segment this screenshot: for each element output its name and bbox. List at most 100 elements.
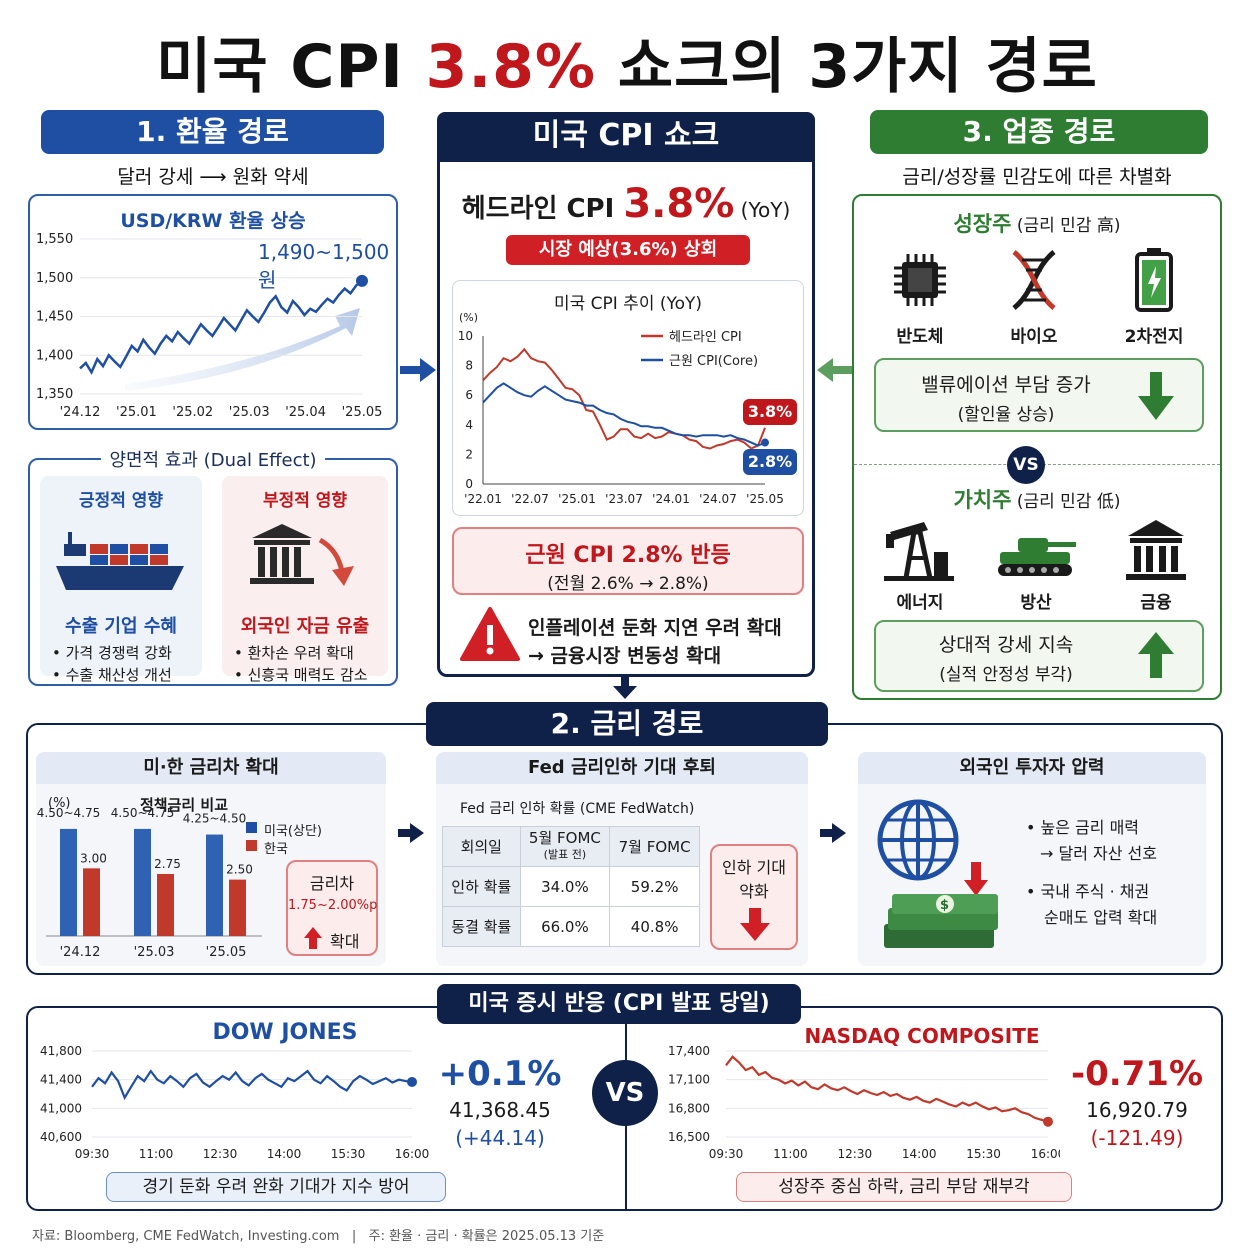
positive-bullet-2: • 수출 채산성 개선 [52, 666, 172, 684]
y-tick-label: 4 [465, 418, 473, 432]
market-vs-badge: VS [592, 1060, 658, 1126]
x-tick-label: 12:30 [203, 1147, 238, 1161]
dual-title-wrap: 양면적 효과 (Dual Effect) [30, 446, 396, 472]
negative-bullet-1: • 환차손 우려 확대 [234, 644, 354, 662]
y-tick-label: 1,450 [36, 310, 73, 325]
x-tick-label: '25.05 [206, 945, 247, 960]
table-header-cell: 회의일 [442, 826, 521, 867]
table-cell: 34.0% [519, 866, 611, 907]
value-title: 가치주 [953, 488, 1012, 512]
usdkrw-chart: 1,350 1,400 1,450 1,500 1,550 '24.12 '25.01 '25… [36, 232, 383, 420]
growth-note: (금리 민감 高) [1011, 216, 1121, 236]
fed-cut-subtitle: Fed 금리 인하 확률 (CME FedWatch) [460, 801, 695, 817]
rate-bar-chart: 4.50~4.75 3.00 '24.12 4.50~4.75 2.75 '25.03 4.… [37, 806, 262, 960]
dow-series-line [91, 1069, 413, 1101]
y-tick-label: 2 [465, 447, 473, 461]
spread-value: 1.75~2.00%p [288, 898, 378, 913]
arrow-left-icon [817, 358, 853, 382]
x-tick-label: 16:00 [395, 1147, 430, 1161]
table-header-cell: 5월 FOMC (발표 전) [519, 826, 611, 867]
growth-item-1: 반도체 [896, 327, 944, 347]
foreign-bullet-1b: → 달러 자산 선호 [1040, 844, 1157, 863]
nasdaq-delta: (-121.49) [1090, 1126, 1184, 1150]
x-tick-label: '25.04 [285, 405, 326, 420]
fed-cut-title: Fed 금리인하 기대 후퇴 [436, 752, 808, 784]
spread-label: 금리차 [309, 874, 355, 893]
nasdaq-note: 성장주 중심 하락, 금리 부담 재부각 [736, 1172, 1072, 1202]
section2-header: 2. 금리 경로 [426, 702, 828, 746]
value-note: (금리 민감 低) [1011, 492, 1121, 512]
dow-delta: (+44.14) [455, 1126, 545, 1150]
y-tick-label: 6 [465, 388, 473, 402]
globe-money-icon: $ [877, 799, 998, 948]
x-tick-label: '25.02 [172, 405, 213, 420]
section1-header: 1. 환율 경로 [41, 110, 384, 154]
x-tick-label: 15:30 [331, 1147, 366, 1161]
positive-effect-box: 긍정적 영향 수출 기업 수혜 • 가격 경쟁력 강화 • 수출 채산성 개선 [40, 476, 202, 684]
y-tick-label: 10 [458, 329, 473, 343]
rate-unit: (%) [48, 796, 71, 811]
x-tick-label: 09:30 [75, 1147, 110, 1161]
cpi-unit: (%) [459, 311, 478, 324]
core-cpi-sub: (전월 2.6% → 2.8%) [547, 574, 709, 594]
y-tick-label: 0 [465, 477, 473, 491]
bar-value-label: 2.50 [226, 863, 253, 877]
y-tick-label: 16,500 [668, 1130, 710, 1144]
growth-result-box: 밸류에이션 부담 증가 (할인율 상승) [874, 358, 1204, 432]
x-tick-label: '24.07 [699, 492, 737, 506]
arrow-up-red-icon [304, 927, 322, 949]
bar-kr [83, 868, 100, 936]
y-tick-label: 1,400 [36, 348, 73, 363]
y-tick-label: 1,500 [36, 271, 73, 286]
expectation-tag: 시장 예상(3.6%) 상회 [506, 235, 750, 265]
arrow-down-icon [613, 677, 637, 699]
negative-effect-box: 부정적 영향 외국인 자금 유출 • 환차손 우려 확대 • 신흥국 매력도 감… [222, 476, 388, 684]
x-tick-label: '24.12 [60, 945, 101, 960]
nasdaq-end-point [1043, 1116, 1053, 1127]
y-tick-label: 1,350 [36, 387, 73, 402]
x-tick-label: 15:30 [966, 1147, 1001, 1161]
svg-text:$: $ [940, 898, 949, 913]
dow-end-point [407, 1076, 417, 1087]
x-tick-label: '25.05 [342, 405, 383, 420]
nasdaq-value: 16,920.79 [1086, 1098, 1188, 1122]
x-tick-label: 11:00 [139, 1147, 174, 1161]
value-item-2: 방산 [1020, 593, 1052, 613]
cpi-shock-panel: 미국 CPI 쇼크 헤드라인 CPI 3.8% (YoY) 시장 예상(3.6%… [437, 112, 815, 677]
bar-value-label: 4.50~4.75 [111, 806, 175, 820]
x-tick-label: '25.03 [134, 945, 175, 960]
table-cell: 66.0% [519, 906, 611, 947]
bar-us [206, 834, 223, 936]
growth-item-2: 바이오 [1010, 327, 1058, 347]
tank-icon [998, 538, 1076, 576]
y-tick-label: 40,600 [40, 1130, 82, 1144]
negative-title: 부정적 영향 [262, 491, 348, 511]
arrow-right-icon [400, 358, 436, 382]
chip-icon [894, 254, 946, 306]
headline-cpi-value: 3.8% [623, 181, 735, 227]
value-box-line-2: (실적 안정성 부각) [939, 665, 1073, 685]
rate-gap-box: 미·한 금리차 확대 (%) 정책금리 비교 4.50~4.75 3.00 '24.… [36, 752, 386, 966]
cpi-end-point [761, 438, 769, 447]
legend-kr-swatch [246, 840, 257, 851]
fed-cut-box: Fed 금리인하 기대 후퇴 Fed 금리 인하 확률 (CME FedWatc… [436, 752, 808, 966]
y-tick-label: 17,400 [668, 1044, 710, 1058]
negative-bullet-2: • 신흥국 매력도 감소 [234, 666, 368, 684]
rate-gap-title: 미·한 금리차 확대 [36, 752, 386, 784]
y-tick-label: 41,000 [40, 1101, 82, 1115]
growth-title-line: 성장주 (금리 민감 高) [854, 208, 1220, 238]
nasdaq-series-line [725, 1055, 1049, 1123]
battery-icon [1135, 248, 1173, 312]
x-tick-label: '25.03 [229, 405, 270, 420]
foreign-bullet-2a: • 국내 주식 · 채권 [1026, 882, 1150, 901]
table-cell: 59.2% [609, 866, 700, 907]
title-highlight: 3.8% [425, 32, 597, 102]
legend-core-label: 근원 CPI(Core) [669, 354, 758, 369]
center-header: 미국 CPI 쇼크 [437, 112, 815, 162]
arrow-right-3-icon [820, 823, 846, 843]
x-tick-label: 09:30 [709, 1147, 744, 1161]
section3-header: 3. 업종 경로 [870, 110, 1208, 154]
headline-cpi-line: 헤드라인 CPI 3.8% (YoY) [440, 181, 812, 227]
warning-line-1: 인플레이션 둔화 지연 우려 확대 [528, 617, 782, 639]
title-post: 쇼크의 3가지 경로 [596, 32, 1098, 102]
